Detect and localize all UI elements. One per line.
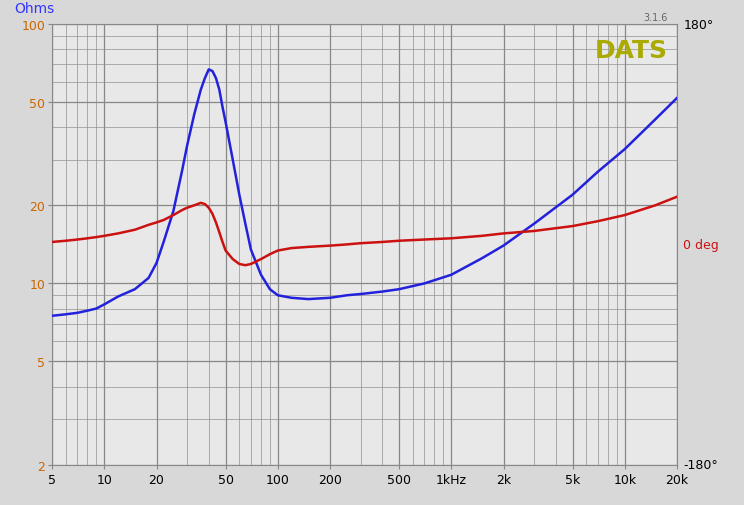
Text: DATS: DATS <box>594 38 667 63</box>
Text: Ohms: Ohms <box>15 3 55 17</box>
Text: -180°: -180° <box>683 458 718 471</box>
Text: 180°: 180° <box>683 19 713 32</box>
Text: 3.1.6: 3.1.6 <box>644 13 667 23</box>
Text: 0 deg: 0 deg <box>683 238 719 251</box>
